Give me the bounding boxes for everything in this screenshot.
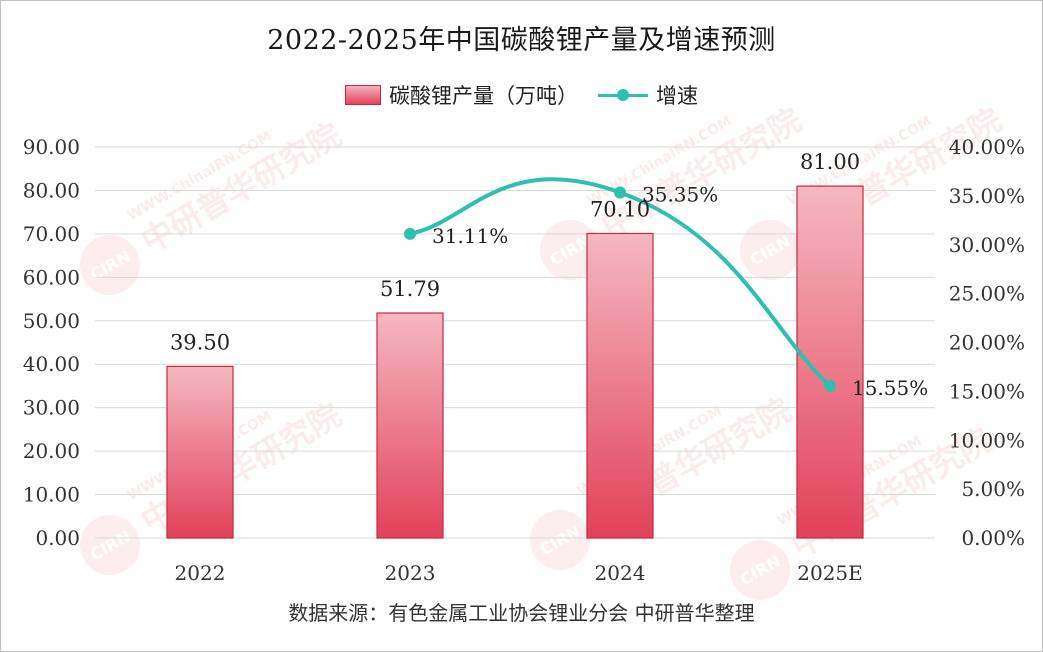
y-left-tick-label: 10.00: [23, 483, 80, 507]
watermark-logo-icon: [80, 515, 140, 575]
growth-point: [824, 379, 836, 392]
growth-data-label: 15.55%: [852, 376, 928, 400]
y-left-tick-label: 40.00: [23, 352, 80, 376]
y-left-tick-label: 80.00: [23, 178, 80, 202]
legend-swatch-bar: [345, 85, 381, 105]
legend-swatch-line: [598, 88, 648, 102]
x-tick-label: 2022: [175, 561, 226, 585]
y-right-tick-label: 35.00%: [949, 184, 1025, 208]
data-source-note: 数据来源：有色金属工业协会锂业分会 中研普华整理: [288, 601, 755, 625]
y-right-tick-label: 15.00%: [949, 379, 1025, 403]
y-left-tick-label: 90.00: [23, 135, 80, 159]
y-right-tick-label: 20.00%: [949, 331, 1025, 355]
bar-data-label: 39.50: [170, 330, 230, 354]
chart-legend: 碳酸锂产量（万吨） 增速: [0, 80, 1043, 110]
y-left-tick-label: 60.00: [23, 265, 80, 289]
legend-label-production: 碳酸锂产量（万吨）: [389, 84, 578, 108]
watermark-logo-icon: [540, 220, 600, 280]
watermark-logo-icon: [530, 510, 590, 570]
bar-data-label: 81.00: [800, 150, 860, 174]
bar: [376, 312, 444, 539]
chart-title: 2022-2025年中国碳酸锂产量及增速预测: [267, 25, 776, 56]
bar-data-label: 70.10: [590, 197, 650, 221]
y-right-tick-label: 10.00%: [949, 428, 1025, 452]
y-right-tick-label: 0.00%: [961, 526, 1025, 550]
growth-data-label: 35.35%: [642, 182, 718, 206]
watermark-logo-icon: [80, 235, 140, 295]
y-right-tick-label: 5.00%: [961, 477, 1025, 501]
y-left-tick-label: 50.00: [23, 309, 80, 333]
watermark-logo-icon: [740, 220, 800, 280]
x-tick-label: 2024: [595, 561, 646, 585]
x-tick-label: 2023: [385, 561, 436, 585]
y-left-tick-label: 20.00: [23, 439, 80, 463]
growth-data-label: 31.11%: [432, 224, 508, 248]
bar: [586, 232, 654, 539]
bar: [166, 365, 234, 539]
growth-point: [614, 186, 626, 199]
y-left-tick-label: 0.00: [35, 526, 80, 550]
y-right-tick-label: 40.00%: [949, 135, 1025, 159]
growth-point: [404, 227, 416, 240]
y-left-tick-label: 30.00: [23, 396, 80, 420]
legend-label-growth: 增速: [656, 84, 698, 108]
watermark-logo-icon: [730, 540, 790, 600]
bar-data-label: 51.79: [380, 277, 440, 301]
y-right-tick-label: 25.00%: [949, 282, 1025, 306]
x-tick-label: 2025E: [797, 561, 863, 585]
y-right-tick-label: 30.00%: [949, 233, 1025, 257]
legend-item-production: 碳酸锂产量（万吨）: [345, 80, 578, 110]
legend-item-growth: 增速: [598, 80, 698, 110]
y-left-tick-label: 70.00: [23, 222, 80, 246]
